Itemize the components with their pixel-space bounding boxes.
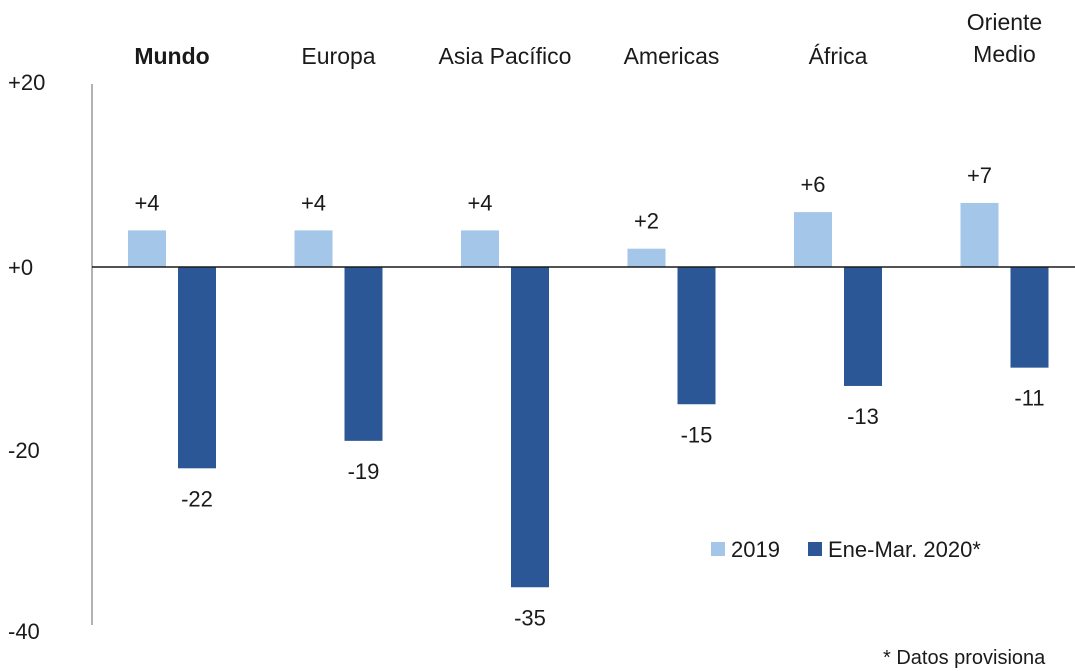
footnote: * Datos provisiona <box>883 647 1046 669</box>
category-label: Oriente <box>967 9 1042 35</box>
data-label: -13 <box>847 404 879 429</box>
legend: 2019 Ene-Mar. 2020* <box>711 537 981 562</box>
legend-label: Ene-Mar. 2020* <box>828 537 981 562</box>
bar-2020-5 <box>1010 267 1049 368</box>
bar-2019-4 <box>794 212 832 267</box>
category-label: África <box>809 43 868 69</box>
bar-2019-3 <box>627 248 666 267</box>
bar-2019-0 <box>128 230 166 267</box>
legend-label: 2019 <box>731 537 780 562</box>
y-tick-label: +0 <box>8 255 33 280</box>
bar-2019-2 <box>461 230 499 267</box>
bar-2019-1 <box>294 230 333 267</box>
category-label: Europa <box>301 43 375 69</box>
data-label: +4 <box>134 190 159 215</box>
category-label: Mundo <box>134 43 209 69</box>
data-label: +4 <box>301 190 326 215</box>
bar-2020-2 <box>511 267 549 588</box>
data-label: +6 <box>800 172 825 197</box>
data-label: -35 <box>514 605 546 630</box>
data-label: -15 <box>681 422 713 447</box>
category-label: Medio <box>973 41 1036 67</box>
data-label: -22 <box>181 486 213 511</box>
category-label: Americas <box>624 43 720 69</box>
category-labels: Mundo Europa Asia Pacífico Americas África Or… <box>134 9 1042 69</box>
y-tick-label: -20 <box>8 438 40 463</box>
bar-2020-0 <box>178 267 216 469</box>
category-label: Asia Pacífico <box>439 43 572 69</box>
bars <box>92 202 1075 588</box>
data-label: +2 <box>634 209 659 234</box>
bar-2020-3 <box>677 267 716 405</box>
data-label: -11 <box>1014 386 1044 411</box>
data-label: +4 <box>467 190 492 215</box>
data-label: +7 <box>967 163 992 188</box>
y-axis: +20 +0 -20 -40 <box>8 70 93 644</box>
y-tick-label: -40 <box>8 619 40 644</box>
bar-2019-5 <box>960 202 999 267</box>
data-labels: +4 -22 +4 -19 +4 -35 +2 -15 +6 -13 +7 -11 <box>134 163 1044 630</box>
y-tick-label: +20 <box>8 70 45 95</box>
bar-2020-4 <box>844 267 882 386</box>
legend-swatch <box>711 542 725 556</box>
bar-2020-1 <box>344 267 383 441</box>
data-label: -19 <box>348 459 380 484</box>
legend-swatch <box>808 542 822 556</box>
